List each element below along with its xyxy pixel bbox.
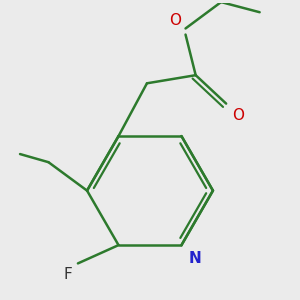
- Text: F: F: [63, 268, 72, 283]
- Text: O: O: [169, 14, 181, 28]
- Text: N: N: [189, 251, 201, 266]
- Text: O: O: [232, 108, 244, 123]
